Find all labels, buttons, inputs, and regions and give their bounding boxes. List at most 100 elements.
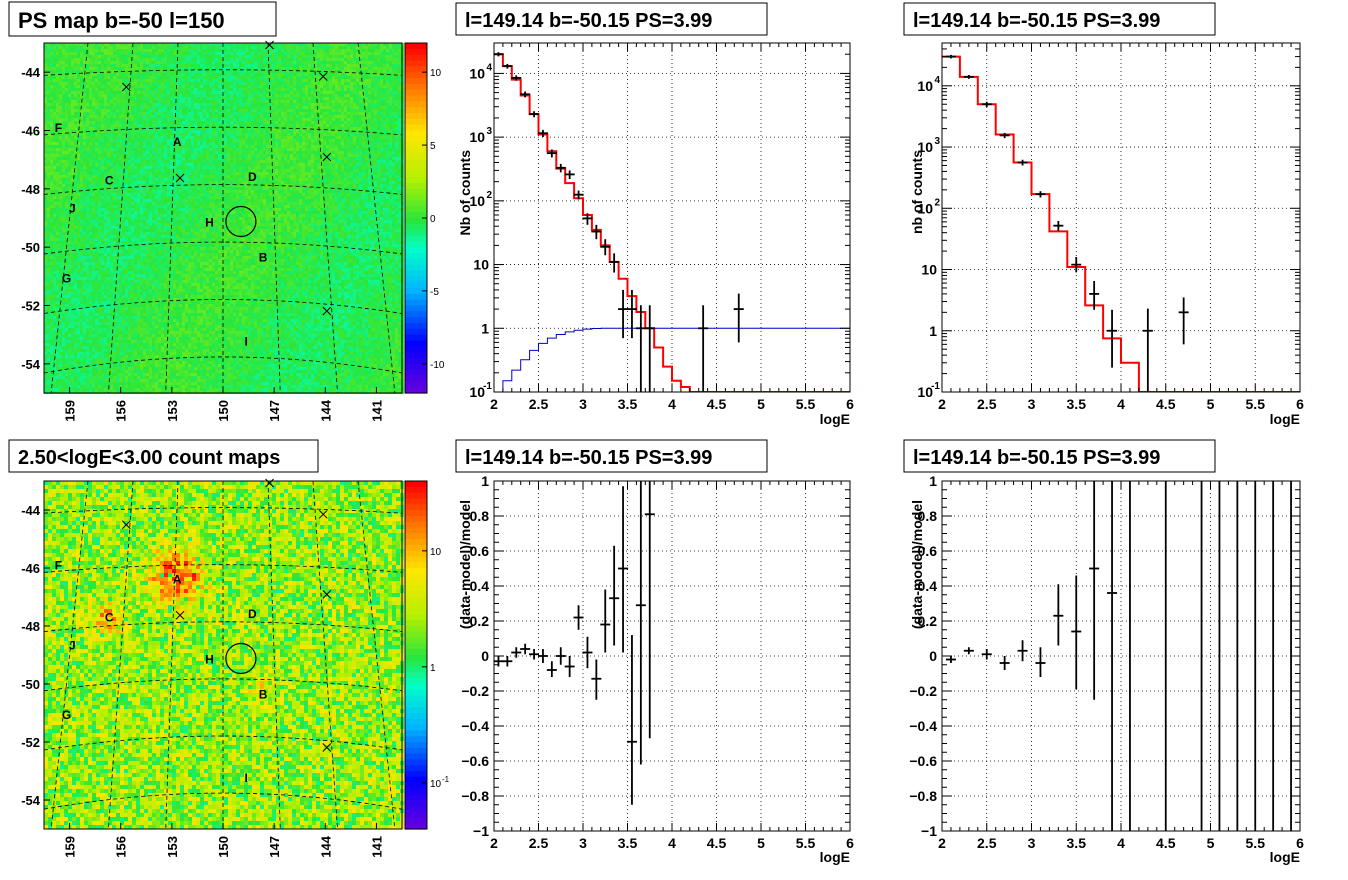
x-tick-label: 3 — [1028, 396, 1036, 412]
source-label: H — [205, 652, 214, 666]
y-axis-label: Nb of counts — [457, 150, 473, 236]
data-point — [1071, 575, 1082, 690]
y-tick-label: 10 — [469, 193, 485, 209]
cross-marker — [175, 173, 185, 183]
y-tick-label: 0.6 — [470, 543, 490, 559]
panel-title: l=149.14 b=-50.15 PS=3.99 — [913, 447, 1160, 469]
series-steps-0 — [494, 53, 850, 392]
source-label: C — [105, 174, 114, 188]
residual-panel-2: l=149.14 b=-50.15 PS=3.99 2 2.5 3 3.5 4 4.5 5 5… — [903, 439, 1304, 865]
source-label: B — [259, 687, 268, 701]
x-tick-label: 5 — [757, 396, 765, 412]
data-point — [573, 190, 584, 200]
x-tick-label: 5 — [1207, 396, 1215, 412]
data-point — [600, 239, 611, 256]
x-tick-label: 150 — [216, 836, 231, 858]
x-tick-label: 147 — [267, 400, 282, 422]
x-tick-label: 4 — [668, 396, 676, 412]
x-tick-label: 141 — [369, 836, 384, 858]
data-point — [1107, 481, 1118, 831]
x-tick-label: 150 — [216, 400, 231, 422]
panel-title: 2.50<logE<3.00 count maps — [18, 447, 280, 469]
x-tick-label: 3.5 — [618, 396, 638, 412]
x-tick-label: 4.5 — [707, 396, 727, 412]
x-tick-label: 2.5 — [529, 396, 549, 412]
data-point — [582, 213, 593, 225]
y-tick-label: 0.6 — [918, 543, 938, 559]
x-tick-label: 4.5 — [1156, 835, 1176, 851]
longitude-line — [357, 480, 396, 830]
x-tick-label: 144 — [318, 399, 333, 421]
data-point — [981, 101, 992, 108]
data-point — [502, 63, 513, 69]
x-tick-label: 6 — [846, 835, 854, 851]
latitude-line — [43, 507, 403, 514]
data-point — [1071, 257, 1082, 273]
data-point — [564, 656, 575, 677]
data-point — [520, 643, 531, 655]
latitude-line — [43, 356, 403, 374]
data-point — [644, 305, 655, 392]
colorbar-tick-label: 5 — [430, 141, 436, 152]
data-point — [626, 635, 637, 805]
y-tick-label: 10 — [473, 257, 489, 273]
y-tick-label: 0.2 — [470, 613, 490, 629]
y-tick-label: −0.8 — [461, 788, 489, 804]
x-tick-label: 159 — [63, 836, 78, 858]
y-tick-label: -46 — [21, 124, 40, 139]
y-axis-label: (data-model)/model — [909, 500, 925, 629]
latitude-line — [43, 678, 403, 692]
data-point — [644, 481, 655, 739]
data-point — [582, 636, 593, 669]
data-point — [609, 545, 620, 646]
x-tick-label: 4.5 — [1156, 396, 1176, 412]
y-tick-label: 10 — [917, 139, 933, 155]
latitude-line — [43, 69, 403, 76]
cross-marker — [322, 152, 332, 162]
y-tick-label: -54 — [21, 793, 41, 808]
source-label: I — [244, 335, 247, 349]
y-tick-label: 0 — [929, 648, 937, 664]
x-tick-label: 4 — [1117, 835, 1125, 851]
x-tick-label: 5.5 — [1246, 835, 1266, 851]
y-tick-label: -52 — [21, 299, 40, 314]
cross-marker — [175, 610, 185, 620]
source-label: G — [62, 272, 71, 286]
colorbar-tick-label: 10 — [430, 68, 442, 79]
source-label: B — [259, 251, 268, 265]
x-tick-label: 4 — [1117, 396, 1125, 412]
longitude-line — [357, 42, 396, 394]
data-point — [564, 170, 575, 180]
latitude-line — [43, 621, 403, 632]
y-tick-label: 1 — [929, 323, 937, 339]
colorbar-tick-exponent: -1 — [442, 775, 450, 784]
source-label: A — [173, 135, 182, 149]
y-axis-label: (data-model)/model — [457, 500, 473, 629]
data-point — [1017, 640, 1028, 662]
x-tick-label: 5.5 — [796, 835, 816, 851]
data-point — [591, 224, 602, 240]
source-label: H — [205, 216, 214, 230]
x-tick-label: 156 — [114, 400, 129, 422]
data-point — [698, 305, 709, 392]
x-tick-label: 4 — [668, 835, 676, 851]
data-point — [591, 659, 602, 700]
panel-title: PS map b=-50 l=150 — [18, 8, 225, 33]
x-tick-label: 147 — [267, 836, 282, 858]
data-point — [618, 289, 629, 339]
y-tick-exponent: -1 — [931, 381, 940, 392]
source-label: A — [173, 572, 182, 586]
cross-marker — [322, 590, 332, 599]
y-tick-label: 0.8 — [470, 508, 490, 524]
y-tick-label: −0.6 — [461, 753, 489, 769]
x-tick-label: 6 — [1296, 835, 1304, 851]
data-point — [635, 481, 646, 765]
colorbar-tick-label: 10 — [430, 547, 442, 558]
y-tick-label: 1 — [929, 473, 937, 489]
y-tick-label: −0.4 — [461, 718, 489, 734]
panel-title: l=149.14 b=-50.15 PS=3.99 — [465, 10, 712, 32]
cross-marker — [318, 509, 328, 519]
circle-marker — [225, 642, 257, 675]
